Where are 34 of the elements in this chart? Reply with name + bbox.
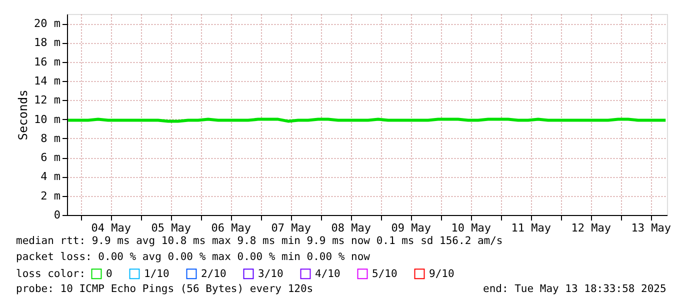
x-tick-label: 08 May [331, 222, 372, 234]
y-tick-label: 6 m [40, 151, 61, 164]
x-tick-label: 10 May [451, 222, 492, 234]
x-tick-label: 13 May [631, 222, 672, 234]
text: probe: 10 ICMP Echo Pings (56 Bytes) every 120s [16, 283, 314, 295]
y-tick-label: 20 m [34, 17, 61, 30]
y-axis-title: Seconds [16, 90, 30, 140]
y-tick-label: 4 m [40, 170, 61, 184]
y-tick-label: 2 m [40, 189, 61, 202]
x-tick-label: 07 May [271, 222, 312, 234]
legend-label: 2/10 [201, 268, 226, 280]
legend-label: 4/10 [315, 268, 340, 280]
text: median rtt: 9.9 ms avg 10.8 ms max 9.8 ms min 9.9 ms now 0.1 ms sd 156.2 am/s [16, 235, 503, 247]
y-tick-label: 14 m [34, 74, 61, 88]
x-tick-label: 06 May [211, 222, 252, 234]
legend-label: 9/10 [429, 268, 454, 280]
x-tick-label: 05 May [151, 222, 192, 234]
legend-label: 1/10 [144, 268, 170, 280]
x-tick-label: 09 May [391, 222, 432, 234]
y-tick-label: 16 m [34, 55, 61, 68]
y-tick-label: 0 [54, 208, 60, 222]
legend-title: loss color: [16, 268, 86, 280]
text: end: Tue May 13 18:33:58 2025 [483, 283, 666, 295]
y-tick-label: 10 m [34, 112, 61, 126]
x-tick-label: 11 May [511, 222, 552, 234]
y-tick-label: 8 m [40, 132, 61, 145]
y-tick-label: 12 m [34, 94, 61, 107]
legend-label: 5/10 [372, 268, 398, 280]
legend-label: 0 [106, 268, 112, 280]
text: packet loss: 0.00 % avg 0.00 % max 0.00 % min 0.00 % now [16, 251, 371, 263]
x-tick-label: 04 May [91, 222, 132, 234]
legend-label: 3/10 [258, 268, 284, 280]
x-tick-label: 12 May [571, 222, 612, 234]
y-tick-label: 18 m [34, 36, 61, 50]
